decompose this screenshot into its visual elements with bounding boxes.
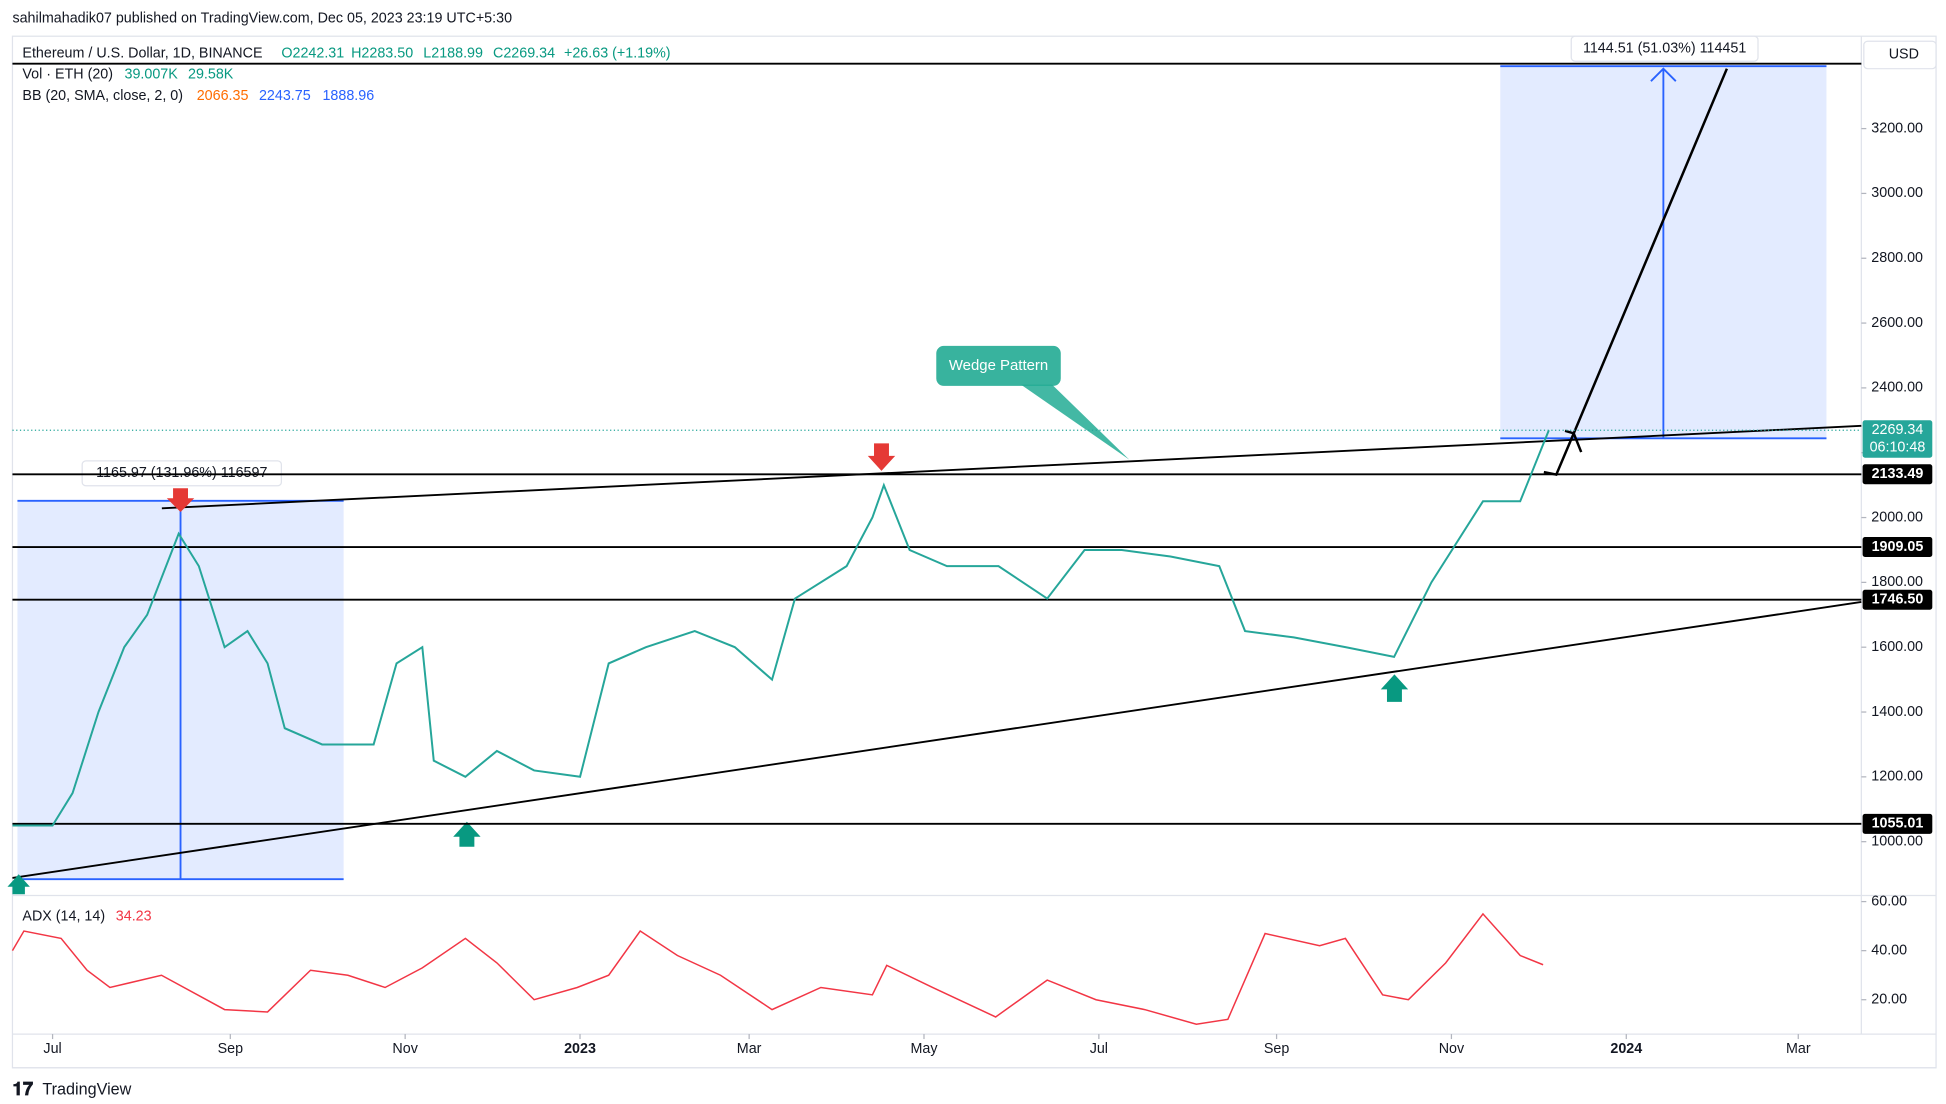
- y-tick-label: 2600.00: [1871, 315, 1923, 331]
- volume-value: 39.007K: [125, 67, 179, 83]
- bb-value: 2066.35: [197, 88, 249, 104]
- level-label: 2133.49: [1872, 466, 1924, 482]
- logo-mark: 𝟏𝟕: [12, 1078, 33, 1099]
- y-tick-label: 40.00: [1871, 942, 1907, 958]
- sell-marker: [166, 488, 195, 513]
- y-tick-label: 3200.00: [1871, 120, 1923, 136]
- x-tick-label: 2024: [1610, 1041, 1642, 1057]
- currency-box: [1863, 40, 1937, 70]
- x-tick-label: Mar: [1786, 1041, 1811, 1057]
- last-price: 2269.34: [1872, 422, 1924, 438]
- range-label-box: [1570, 35, 1759, 62]
- ohlc-close: C2269.34: [493, 45, 555, 61]
- adx-line: [11, 912, 1544, 1025]
- volume-name: Vol · ETH (20): [22, 67, 113, 83]
- y-tick-label: 2400.00: [1871, 380, 1923, 396]
- currency: USD: [1889, 47, 1919, 63]
- last-price-box: [1862, 420, 1933, 458]
- brand: TradingView: [42, 1081, 131, 1099]
- x-tick-label: 2023: [564, 1041, 596, 1057]
- projection-path: [1564, 429, 1583, 453]
- publisher-line: sahilmahadik07 published on TradingView.…: [12, 11, 512, 27]
- sell-marker: [867, 443, 896, 471]
- x-tick-label: Sep: [218, 1041, 243, 1057]
- buy-marker: [7, 874, 30, 895]
- callout-box: [936, 345, 1061, 386]
- y-tick-label: 1000.00: [1871, 833, 1923, 849]
- range-label: 1165.97 (131.96%) 116597: [96, 465, 267, 481]
- x-tick-label: Mar: [737, 1041, 762, 1057]
- level-label-box: [1862, 464, 1933, 485]
- ohlc-change: +26.63 (+1.19%): [564, 45, 671, 61]
- arrow-head: [1650, 67, 1677, 82]
- x-tick-label: Sep: [1264, 1041, 1289, 1057]
- ohlc-open: O2242.31: [281, 45, 344, 61]
- bb-value: 1888.96: [322, 88, 374, 104]
- range-label-box: [81, 460, 283, 487]
- y-tick-label: 1400.00: [1871, 704, 1923, 720]
- level-label-box: [1862, 537, 1933, 558]
- level-label: 1909.05: [1872, 539, 1924, 555]
- y-tick-label: 1200.00: [1871, 769, 1923, 785]
- y-tick-label: 3000.00: [1871, 185, 1923, 201]
- level-label-box: [1862, 589, 1933, 610]
- buy-marker: [1380, 674, 1409, 702]
- x-tick-label: Jul: [43, 1041, 61, 1057]
- y-tick-label: 1600.00: [1871, 639, 1923, 655]
- level-label: 1746.50: [1872, 591, 1924, 607]
- bb-name: BB (20, SMA, close, 2, 0): [22, 88, 183, 104]
- buy-marker: [453, 821, 481, 847]
- chart-layer: 1000.00 1200.00 1400.00 1600.00 1800.00 2000.…: [11, 120, 1933, 1057]
- x-tick-label: May: [910, 1041, 938, 1057]
- y-tick-label: 2800.00: [1871, 250, 1923, 266]
- x-tick-label: Jul: [1090, 1041, 1108, 1057]
- callout-text: Wedge Pattern: [949, 357, 1048, 374]
- price-line: [12, 429, 1550, 827]
- projection-path: [1543, 68, 1729, 476]
- y-tick-label: 20.00: [1871, 991, 1907, 1007]
- ohlc-low: L2188.99: [423, 45, 483, 61]
- range-label: 1144.51 (51.03%) 114451: [1583, 40, 1746, 56]
- y-tick-label: 2000.00: [1871, 509, 1923, 525]
- countdown: 06:10:48: [1870, 440, 1926, 456]
- symbol: Ethereum / U.S. Dollar, 1D, BINANCE: [22, 45, 262, 61]
- wedge-upper: [161, 424, 1862, 510]
- level-label-box: [1862, 813, 1933, 834]
- volume-value: 29.58K: [188, 67, 234, 83]
- adx-value: 34.23: [116, 908, 152, 924]
- x-tick-label: Nov: [1439, 1041, 1465, 1057]
- ohlc-high: H2283.50: [351, 45, 413, 61]
- bb-value: 2243.75: [259, 88, 311, 104]
- wedge-lower: [12, 601, 1862, 879]
- adx-title: ADX (14, 14): [22, 908, 105, 924]
- y-tick-label: 1800.00: [1871, 574, 1923, 590]
- y-tick-label: 60.00: [1871, 893, 1907, 909]
- x-tick-label: Nov: [392, 1041, 418, 1057]
- level-label: 1055.01: [1872, 816, 1924, 832]
